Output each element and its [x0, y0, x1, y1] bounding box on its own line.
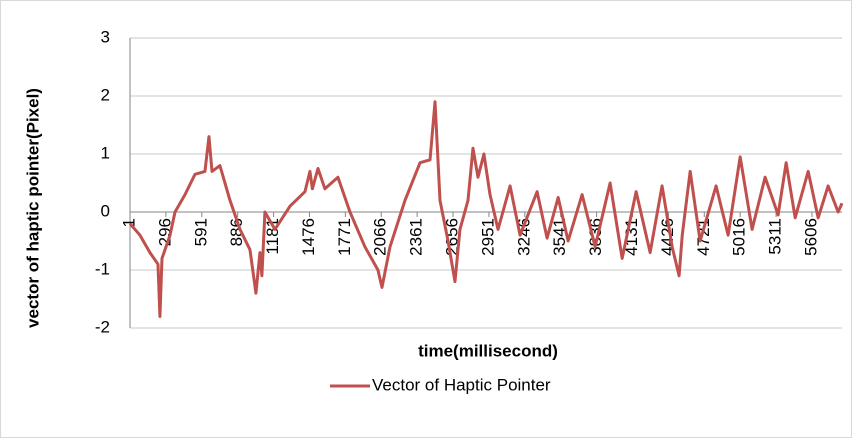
x-tick-label: 2066 — [371, 218, 390, 256]
y-tick-label: 1 — [101, 143, 110, 162]
x-tick-label: 2361 — [407, 218, 426, 256]
x-tick-label: 4131 — [622, 218, 641, 256]
y-tick-label: 2 — [101, 85, 110, 104]
y-axis-title: vector of haptic pointer(Pixel) — [23, 88, 42, 328]
x-tick-label: 2951 — [478, 218, 497, 256]
x-tick-label: 591 — [191, 218, 210, 246]
data-line — [128, 100, 844, 318]
legend-label: Vector of Haptic Pointer — [372, 375, 551, 394]
x-axis-title: time(millisecond) — [418, 341, 558, 360]
y-tick-label: -2 — [95, 317, 110, 336]
x-tick-label: 1771 — [335, 218, 354, 256]
x-tick-label: 5311 — [766, 218, 785, 255]
y-tick-label: 3 — [101, 27, 110, 46]
y-tick-label: 0 — [101, 201, 110, 220]
x-tick-label: 2656 — [443, 218, 462, 256]
x-tick-label: 1476 — [299, 218, 318, 256]
x-tick-label: 5606 — [801, 218, 820, 256]
x-tick-label: 5016 — [730, 218, 749, 256]
y-tick-label: -1 — [95, 259, 110, 278]
x-tick-label: 886 — [227, 218, 246, 246]
x-tick-label: 1 — [119, 218, 138, 227]
